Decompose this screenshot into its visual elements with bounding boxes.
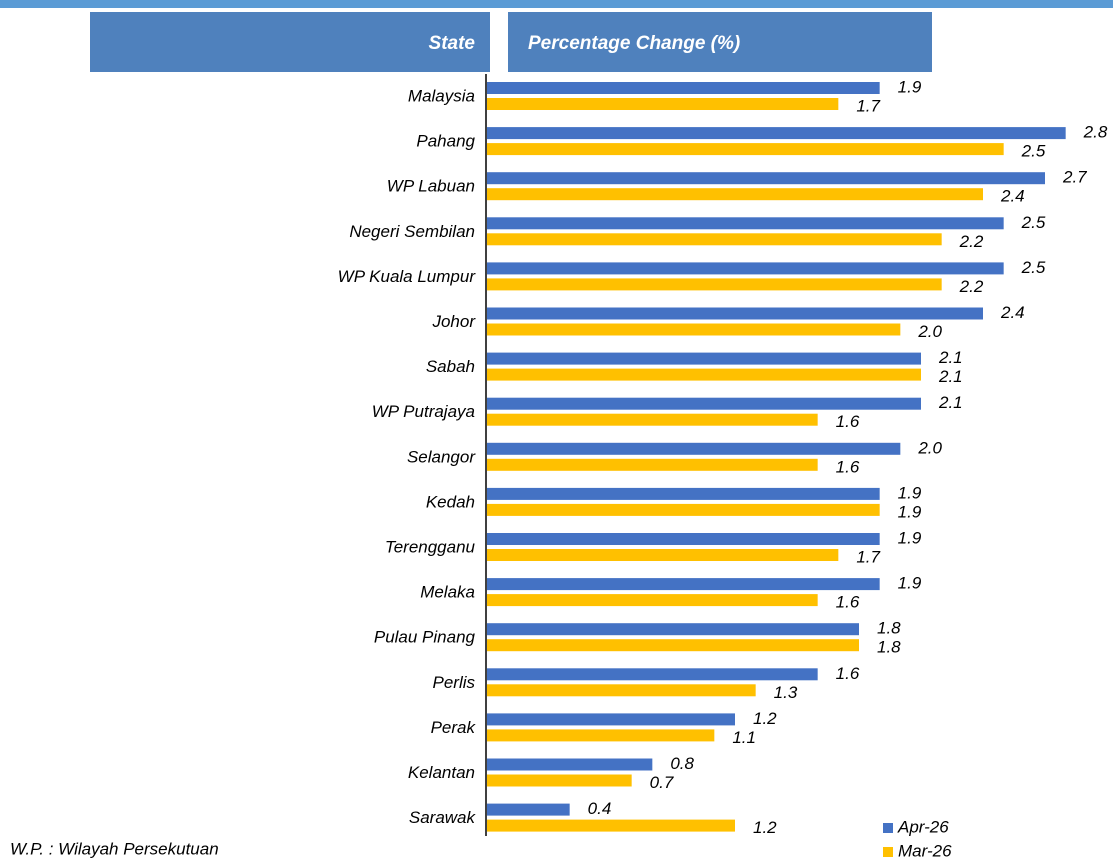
bar <box>487 98 839 110</box>
value-label: 2.5 <box>1021 142 1046 161</box>
value-label: 1.6 <box>836 412 860 431</box>
bar <box>487 262 1004 275</box>
bar <box>487 413 818 426</box>
bar <box>487 217 1004 230</box>
y-tick-label: Perlis <box>432 673 475 692</box>
bar <box>487 503 880 516</box>
value-label: 1.2 <box>753 818 777 837</box>
value-label: 2.8 <box>1083 123 1108 142</box>
value-label: 2.5 <box>1021 258 1046 277</box>
header-box <box>508 12 932 72</box>
value-label: 1.1 <box>732 728 756 747</box>
y-tick-label: Johor <box>431 312 476 331</box>
value-label: 1.9 <box>898 528 922 547</box>
y-tick-label: Kelantan <box>408 763 475 782</box>
y-tick-label: Malaysia <box>408 86 475 105</box>
y-tick-label: Sarawak <box>409 808 477 827</box>
bar <box>487 549 839 561</box>
bar <box>487 442 901 455</box>
bar <box>487 458 818 471</box>
y-tick-label: Kedah <box>426 492 475 511</box>
value-label: 2.5 <box>1021 213 1046 232</box>
value-label: 2.1 <box>938 348 963 367</box>
y-tick-label: Pahang <box>416 132 475 151</box>
value-label: 1.8 <box>877 619 901 638</box>
value-label: 2.7 <box>1062 168 1087 187</box>
y-tick-label: Sabah <box>426 357 475 376</box>
legend-label: Apr-26 <box>897 817 949 836</box>
bar <box>487 684 756 697</box>
value-label: 1.2 <box>753 709 777 728</box>
bar <box>487 352 921 365</box>
bar <box>487 533 880 545</box>
value-label: 1.9 <box>898 483 922 502</box>
value-label: 1.7 <box>856 96 880 115</box>
value-label: 1.6 <box>836 664 860 683</box>
value-label: 2.0 <box>917 438 942 457</box>
value-label: 1.3 <box>774 683 798 702</box>
bar <box>487 397 921 410</box>
legend-swatch <box>883 823 893 833</box>
value-label: 2.1 <box>938 393 963 412</box>
value-label: 2.1 <box>938 367 963 386</box>
y-tick-label: Melaka <box>420 583 475 602</box>
bar <box>487 188 983 201</box>
bar <box>487 639 859 652</box>
bar <box>487 623 859 636</box>
y-tick-label: Terengganu <box>385 537 476 556</box>
bar <box>487 143 1004 156</box>
bar <box>487 278 942 291</box>
value-label: 0.7 <box>650 773 674 792</box>
column-header: State <box>429 33 476 54</box>
value-label: 2.2 <box>959 277 984 296</box>
bar <box>487 323 901 336</box>
value-label: 0.8 <box>670 754 694 773</box>
legend-swatch <box>883 847 893 857</box>
y-tick-label: Negeri Sembilan <box>349 222 475 241</box>
y-tick-label: WP Putrajaya <box>372 402 475 421</box>
bar <box>487 172 1045 185</box>
y-tick-label: WP Kuala Lumpur <box>338 267 477 286</box>
header-box <box>90 12 490 72</box>
value-label: 2.4 <box>1000 303 1025 322</box>
bar <box>487 82 880 94</box>
value-label: 1.6 <box>836 593 860 612</box>
value-label: 1.9 <box>898 77 922 96</box>
value-label: 0.4 <box>588 799 612 818</box>
bar <box>487 729 715 742</box>
y-tick-label: WP Labuan <box>387 177 475 196</box>
value-label: 1.6 <box>836 457 860 476</box>
value-label: 1.9 <box>898 574 922 593</box>
bar <box>487 819 735 832</box>
bar <box>487 668 818 681</box>
bar <box>487 803 570 816</box>
column-header: Percentage Change (%) <box>528 33 740 54</box>
bar <box>487 594 818 607</box>
bar <box>487 487 880 500</box>
note: W.P. : Wilayah Persekutuan <box>10 839 219 858</box>
bar <box>487 713 735 726</box>
value-label: 2.0 <box>917 322 942 341</box>
value-label: 2.4 <box>1000 187 1025 206</box>
y-tick-label: Selangor <box>407 447 476 466</box>
y-tick-label: Perak <box>431 718 477 737</box>
value-label: 1.9 <box>898 502 922 521</box>
bar <box>487 307 983 320</box>
bar <box>487 774 632 787</box>
legend-label: Mar-26 <box>898 841 952 860</box>
value-label: 2.2 <box>959 232 984 251</box>
value-label: 1.7 <box>856 547 880 566</box>
bar <box>487 578 880 591</box>
bar <box>487 758 653 771</box>
y-tick-label: Pulau Pinang <box>374 628 476 647</box>
bar <box>487 233 942 246</box>
top-strip <box>0 0 1113 8</box>
value-label: 1.8 <box>877 638 901 657</box>
bar <box>487 127 1066 140</box>
bar <box>487 368 921 381</box>
